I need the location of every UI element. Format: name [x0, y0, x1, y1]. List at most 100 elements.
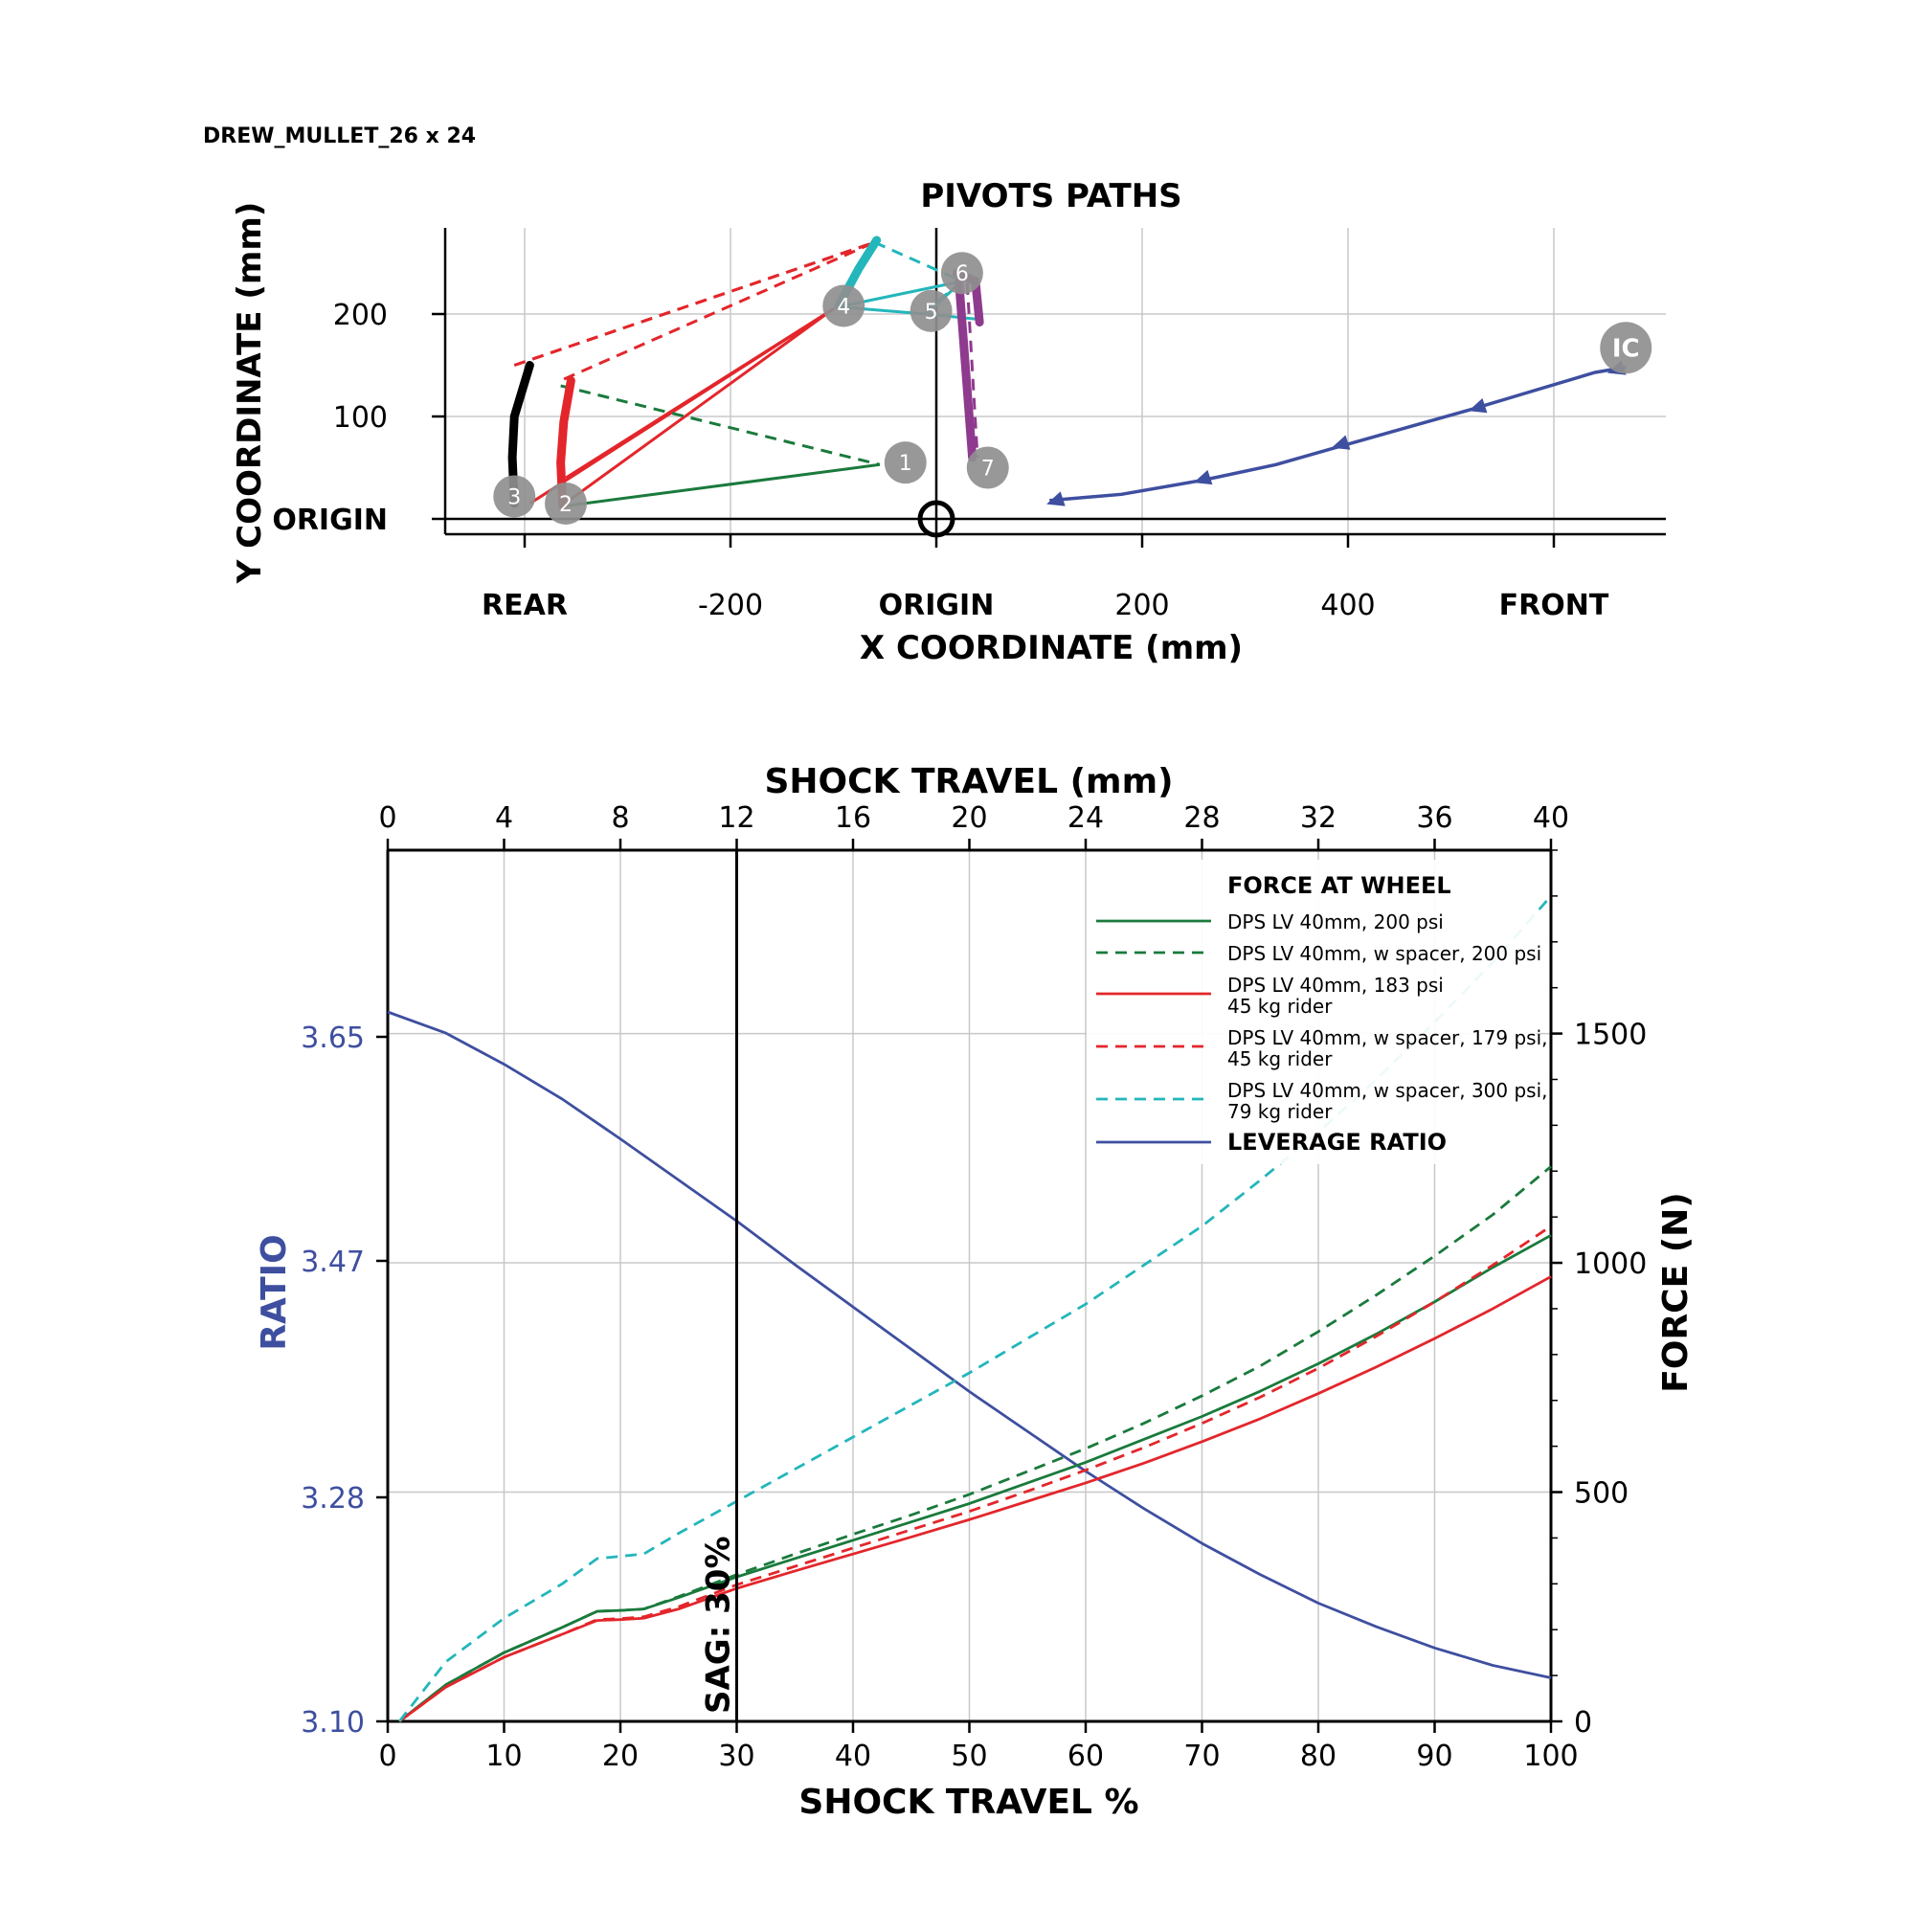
pivots-y-tick-label: ORIGIN	[272, 504, 388, 537]
leverage-force-chart: SHOCK TRAVEL (mm) 0 10 20 30 40 50 60 70 80 90 100…	[255, 762, 1696, 1822]
bottom-axis-label: SHOCK TRAVEL %	[798, 1783, 1138, 1822]
chart-series	[387, 894, 1553, 1723]
pivot-node: 3	[493, 475, 536, 518]
bottom-x-tick-label: 50	[951, 1740, 987, 1773]
pivots-x-tick-label: -200	[698, 589, 763, 622]
top-x-tick-label: 32	[1300, 801, 1337, 835]
ic-path-line	[1049, 365, 1627, 503]
top-x-ticks: 0 4 8 12 16 20 24 28 32 36 40	[378, 801, 1569, 850]
sag-label: SAG: 30%	[700, 1536, 738, 1714]
ratio-axis-label: RATIO	[255, 1234, 294, 1350]
pivot-node: 6	[940, 252, 983, 295]
legend-title: FORCE AT WHEEL	[1227, 872, 1451, 899]
ratio-tick-label: 3.47	[301, 1246, 365, 1279]
force-y-ticks: 0 500 1000 1500	[1551, 849, 1647, 1740]
bottom-x-tick-label: 60	[1067, 1740, 1104, 1773]
bottom-x-tick-label: 40	[835, 1740, 871, 1773]
pivot-node-label: 7	[981, 458, 995, 482]
ratio-tick-label: 3.28	[301, 1482, 365, 1516]
pivot-node: IC	[1600, 322, 1652, 374]
pivots-x-tick-label: FRONT	[1499, 589, 1609, 622]
pivot-node-circle	[940, 252, 983, 295]
legend-label-line2: 45 kg rider	[1227, 1047, 1333, 1070]
force-tick-label: 1500	[1574, 1019, 1647, 1052]
ic-path-arrow	[1331, 435, 1351, 450]
force-tick-label: 1000	[1574, 1247, 1647, 1281]
pivots-y-axis-label: Y COORDINATE (mm)	[231, 202, 269, 585]
document-title: DREW_MULLET_26 x 24	[203, 124, 476, 148]
bottom-x-tick-label: 100	[1523, 1740, 1578, 1773]
pivot-node-circle	[966, 446, 1009, 489]
top-x-tick-label: 4	[495, 801, 513, 835]
pivots-x-tick-label: 200	[1114, 589, 1169, 622]
pivots-chart-title: PIVOTS PATHS	[920, 177, 1181, 215]
pivot-node-label: 3	[507, 485, 521, 509]
legend-entry: DPS LV 40mm, w spacer, 179 psi,45 kg rid…	[1096, 1026, 1548, 1070]
ic-path-arrow	[1468, 398, 1488, 414]
pivot-node-label: 4	[837, 295, 850, 319]
top-x-tick-label: 8	[611, 801, 629, 835]
pivot-node-circle	[1600, 322, 1652, 374]
bottom-x-tick-label: 0	[378, 1740, 396, 1773]
ic-path-arrow	[1193, 469, 1213, 485]
pivot-node-label: 2	[559, 493, 573, 517]
pivot-node-label: 1	[899, 452, 912, 476]
legend-entry: LEVERAGE RATIO	[1096, 1129, 1447, 1156]
link-dashed-red	[513, 240, 875, 367]
pivot-node-circle	[884, 441, 927, 484]
top-axis-label: SHOCK TRAVEL (mm)	[764, 762, 1173, 801]
ratio-y-ticks: 3.10 3.28 3.47 3.65	[301, 1022, 388, 1740]
pivot-node: 1	[884, 441, 927, 484]
pivot-node-label: 6	[955, 262, 969, 286]
pivots-y-tick-label: 200	[333, 299, 388, 332]
pivots-x-ticks: REAR -200 ORIGIN 200 400 FRONT	[482, 534, 1609, 622]
pivot-node-circle	[822, 284, 865, 327]
pivot-node: 5	[910, 289, 953, 332]
leverage-ratio-line	[387, 1010, 1552, 1679]
force-line-red-dashed	[398, 1224, 1552, 1723]
pivots-grid	[445, 228, 1666, 534]
force-axis-label: FORCE (N)	[1656, 1192, 1696, 1393]
ic-path-arrow	[1046, 491, 1066, 506]
bottom-x-tick-label: 70	[1183, 1740, 1220, 1773]
pivots-x-tick-label: 400	[1320, 589, 1375, 622]
top-x-tick-label: 24	[1067, 801, 1104, 835]
pivot-node-circle	[910, 289, 953, 332]
legend-label: DPS LV 40mm, w spacer, 200 psi	[1227, 942, 1541, 965]
force-line-red	[398, 1275, 1552, 1723]
ratio-tick-label: 3.10	[301, 1706, 365, 1740]
legend-label: DPS LV 40mm, w spacer, 179 psi,	[1227, 1026, 1548, 1049]
force-line-green-dashed	[398, 1165, 1552, 1723]
bottom-x-tick-label: 10	[485, 1740, 522, 1773]
legend-entry: DPS LV 40mm, w spacer, 200 psi	[1096, 942, 1541, 965]
pivot-node-label: IC	[1612, 334, 1640, 363]
top-x-tick-label: 28	[1183, 801, 1220, 835]
bottom-x-ticks: 0 10 20 30 40 50 60 70 80 90 100	[378, 1721, 1579, 1773]
pivot-path-purple	[955, 277, 977, 462]
pivot-node-label: 5	[925, 301, 938, 325]
pivots-x-tick-label: REAR	[482, 589, 568, 622]
instant-center-path	[1046, 360, 1627, 506]
pivot-node: 2	[545, 482, 587, 525]
legend-label: LEVERAGE RATIO	[1227, 1129, 1447, 1156]
bottom-x-tick-label: 20	[602, 1740, 639, 1773]
pivot-node: 4	[822, 284, 865, 327]
top-x-tick-label: 36	[1416, 801, 1452, 835]
force-tick-label: 0	[1574, 1706, 1592, 1740]
link-dashed-green	[560, 384, 881, 466]
top-x-tick-label: 40	[1533, 801, 1569, 835]
legend-label: DPS LV 40mm, w spacer, 300 psi,	[1227, 1079, 1548, 1102]
legend-entry: DPS LV 40mm, w spacer, 300 psi,79 kg rid…	[1096, 1079, 1548, 1123]
legend-label-line2: 45 kg rider	[1227, 995, 1333, 1018]
force-line-green	[398, 1234, 1552, 1723]
link-solid-green	[560, 462, 881, 508]
link-solid-red	[565, 307, 835, 480]
legend-entry: DPS LV 40mm, 200 psi	[1096, 910, 1444, 933]
top-x-tick-label: 0	[378, 801, 396, 835]
top-x-tick-label: 20	[951, 801, 987, 835]
pivots-axes	[443, 228, 1666, 536]
pivots-y-ticks: ORIGIN 100 200	[272, 299, 445, 537]
ratio-tick-label: 3.65	[301, 1022, 365, 1055]
